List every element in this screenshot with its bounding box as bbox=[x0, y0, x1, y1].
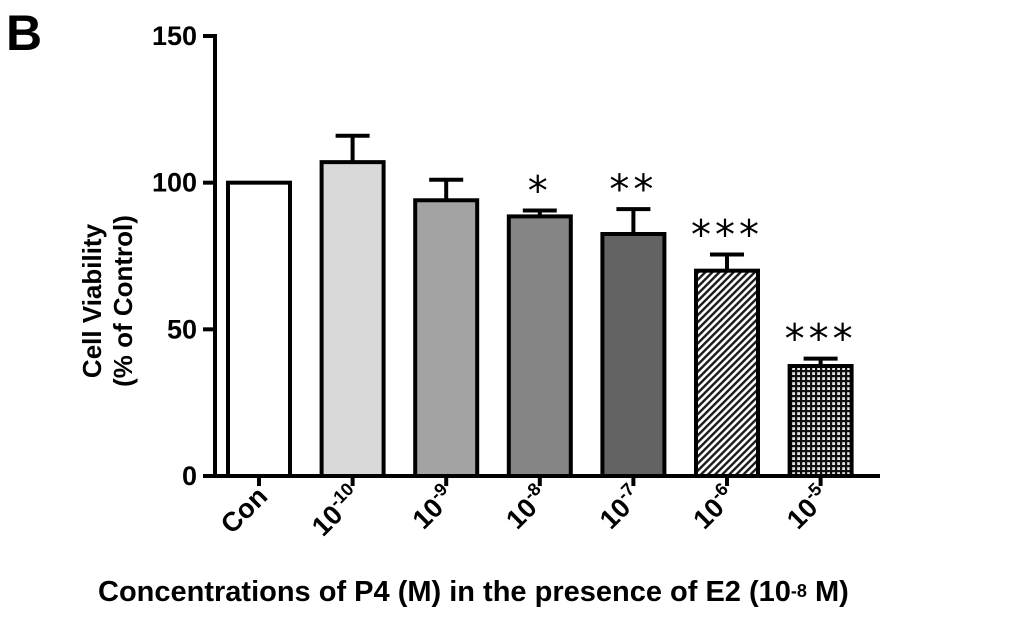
x-tick-label: 10-9 bbox=[405, 479, 461, 535]
y-axis-label-line1: Cell Viability bbox=[77, 223, 107, 379]
bar bbox=[600, 232, 667, 478]
significance-label: * bbox=[528, 169, 552, 215]
x-tick-label: Con bbox=[215, 481, 273, 539]
y-tick-label: 0 bbox=[182, 461, 197, 491]
panel-letter: B bbox=[6, 5, 43, 61]
bar bbox=[506, 214, 573, 478]
y-tick-label: 50 bbox=[167, 314, 197, 344]
significance-label: *** bbox=[691, 213, 763, 259]
bar bbox=[319, 160, 386, 478]
x-axis-label-exponent: -8 bbox=[790, 581, 807, 601]
x-tick-label: 10-10 bbox=[304, 479, 367, 542]
y-tick-label: 150 bbox=[152, 21, 197, 51]
x-axis-label-prefix: Concentrations of P4 (M) in the presence… bbox=[98, 576, 791, 608]
bar bbox=[226, 180, 292, 479]
significance-label: ** bbox=[609, 167, 657, 213]
x-axis-label-suffix: M) bbox=[806, 576, 849, 608]
y-tick-label: 100 bbox=[152, 168, 197, 198]
bar bbox=[787, 364, 854, 478]
x-tick-label: 10-8 bbox=[498, 479, 554, 535]
y-axis-label-line2: (% of Control) bbox=[108, 215, 138, 387]
bars bbox=[226, 133, 854, 479]
x-tick-label: 10-7 bbox=[592, 479, 648, 535]
x-tick-label: 10-6 bbox=[685, 479, 741, 535]
y-axis-label: Cell Viability (% of Control) bbox=[77, 136, 139, 466]
significance-label: *** bbox=[785, 317, 857, 363]
bar bbox=[413, 198, 480, 478]
x-tick-label: 10-5 bbox=[779, 479, 835, 535]
x-axis-label: Concentrations of P4 (M) in the presence… bbox=[98, 576, 849, 609]
bar bbox=[694, 268, 760, 478]
